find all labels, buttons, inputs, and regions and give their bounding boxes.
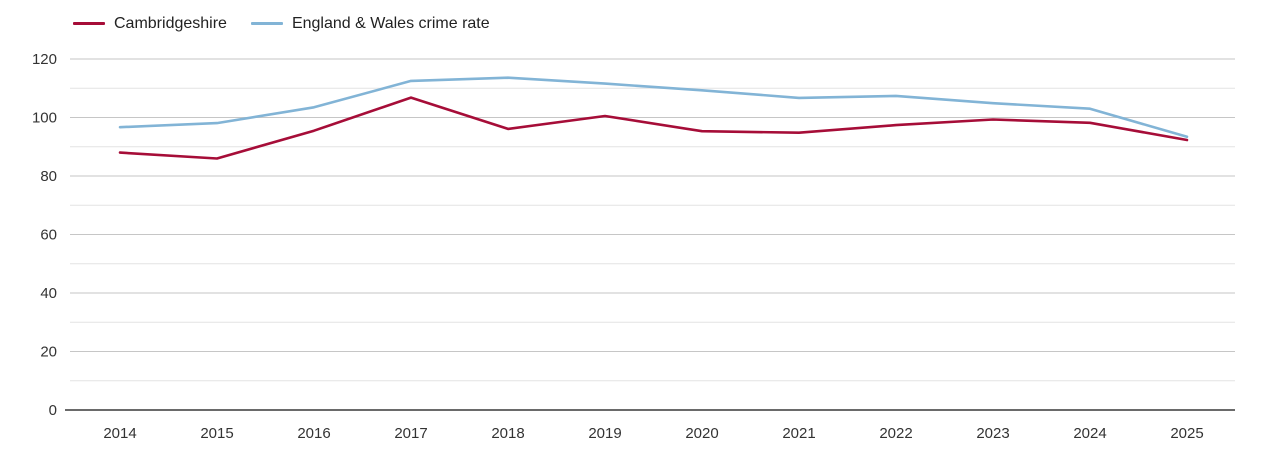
- x-axis-tick-2022: 2022: [879, 425, 912, 442]
- england-wales-crime-rate-line: [118, 76, 1189, 139]
- cambridgeshire-line: [118, 96, 1189, 160]
- x-axis-tick-2023: 2023: [976, 425, 1009, 442]
- england-wales-line-swatch: [250, 22, 283, 25]
- x-axis-tick-2014: 2014: [103, 425, 136, 442]
- x-axis-tick-2019: 2019: [588, 425, 621, 442]
- x-axis-tick-2025: 2025: [1170, 425, 1203, 442]
- legend-item-england-wales: England & Wales crime rate: [250, 14, 490, 33]
- y-axis-tick-40: 40: [40, 285, 57, 302]
- x-axis-tick-2024: 2024: [1073, 425, 1106, 442]
- x-axis-tick-2016: 2016: [297, 425, 330, 442]
- y-axis-tick-0: 0: [49, 402, 57, 419]
- legend-label-england-wales: England & Wales crime rate: [291, 15, 490, 32]
- y-axis-tick-60: 60: [40, 227, 57, 244]
- x-axis-tick-2018: 2018: [491, 425, 524, 442]
- legend-label-cambridgeshire: Cambridgeshire: [114, 15, 227, 32]
- legend-item-cambridgeshire: Cambridgeshire: [73, 14, 227, 33]
- chart-legend: Cambridgeshire England & Wales crime rat…: [73, 14, 490, 33]
- x-axis-tick-2017: 2017: [394, 425, 427, 442]
- y-axis-tick-120: 120: [32, 51, 57, 68]
- y-axis-tick-80: 80: [40, 168, 57, 185]
- x-axis-tick-2021: 2021: [782, 425, 815, 442]
- y-axis-tick-100: 100: [32, 110, 57, 127]
- x-axis-tick-2020: 2020: [685, 425, 718, 442]
- y-axis-tick-20: 20: [40, 344, 57, 361]
- cambridgeshire-line-swatch: [73, 22, 105, 25]
- x-axis-tick-2015: 2015: [200, 425, 233, 442]
